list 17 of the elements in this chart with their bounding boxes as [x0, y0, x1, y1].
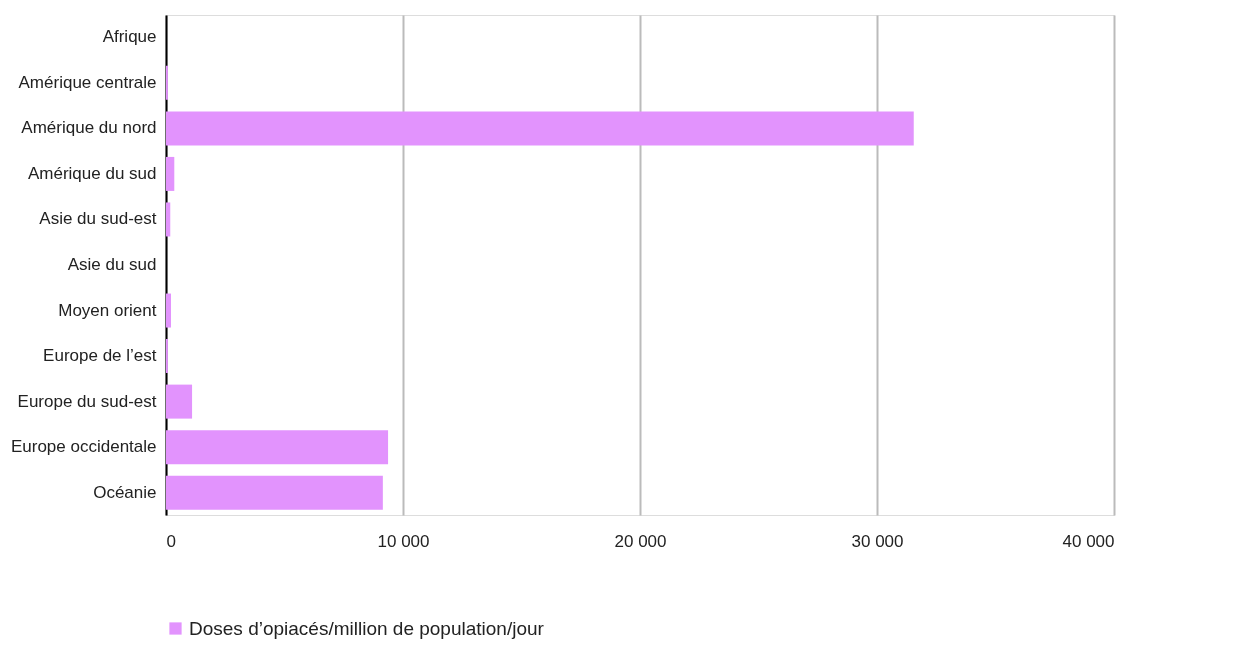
y-tick-label: Europe de l’est [43, 346, 157, 366]
y-tick-label: Amérique du sud [27, 163, 157, 183]
y-tick-label: Océanie [93, 482, 157, 502]
x-tick-label: 40 000 [1062, 531, 1115, 551]
y-tick-label: Amérique du nord [21, 118, 157, 138]
x-tick-label: 30 000 [851, 531, 904, 551]
y-tick-label: Moyen orient [58, 300, 157, 320]
x-tick-label: 0 [166, 531, 176, 551]
x-tick-label: 10 000 [377, 531, 430, 551]
legend-label: Doses d’opiacés/million de population/jour [189, 617, 545, 639]
y-tick-label: Afrique [102, 27, 157, 47]
y-tick-label: Asie du sud [67, 255, 157, 274]
x-tick-label: 20 000 [614, 531, 667, 551]
y-tick-label: Europe du sud-est [17, 391, 157, 411]
y-tick-label: Amérique centrale [18, 72, 157, 92]
y-tick-label: Europe occidentale [10, 437, 157, 457]
y-tick-label: Asie du sud-est [39, 209, 157, 229]
